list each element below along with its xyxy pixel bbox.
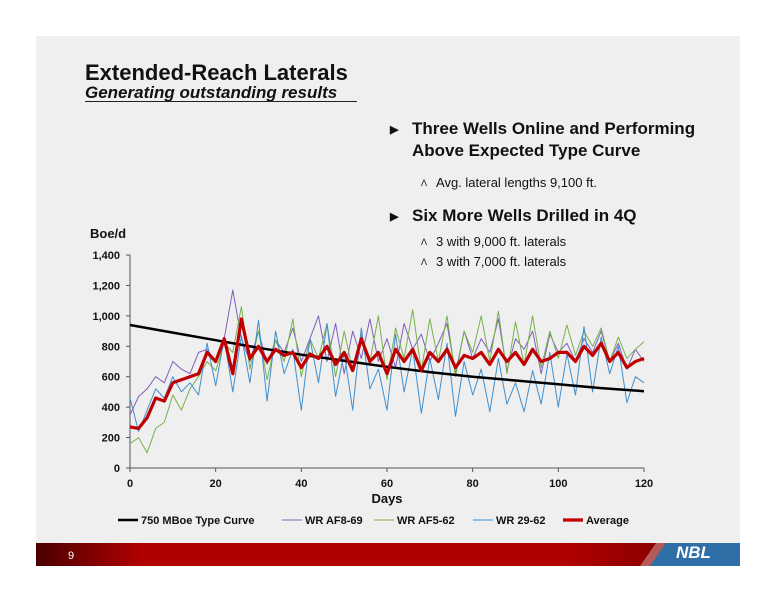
- series-line-0: [129, 323, 645, 393]
- legend-label: WR 29-62: [496, 515, 546, 527]
- production-chart: 0 200 400 600 800 1,000 1,200 1,400 0 20 40 60 80 100…: [90, 226, 653, 527]
- bullet-arrow-icon: ▶: [390, 211, 399, 223]
- y-tick-label: 0: [114, 463, 120, 475]
- y-tick-label: 800: [102, 341, 120, 353]
- chart-series-group: [129, 289, 645, 454]
- legend-label: WR AF5-62: [397, 515, 455, 527]
- legend-label: Average: [586, 515, 629, 527]
- legend-label: WR AF8-69: [305, 515, 363, 527]
- x-tick-label: 120: [635, 478, 653, 490]
- nbl-logo: NBL: [676, 543, 711, 562]
- sub-bullet-text: Avg. lateral lengths 9,100 ft.: [436, 175, 597, 190]
- y-tick-label: 1,200: [92, 280, 120, 292]
- caret-bullet-icon: Λ: [421, 237, 428, 247]
- page-number: 9: [68, 550, 75, 562]
- footer-logo-badge: [650, 543, 740, 566]
- footer-band: [36, 543, 740, 566]
- sub-bullet: Λ Avg. lateral lengths 9,100 ft.: [421, 175, 597, 190]
- sub-bullet-text: 3 with 9,000 ft. laterals: [436, 234, 567, 249]
- caret-bullet-icon: Λ: [421, 178, 428, 188]
- bullet-text: Six More Wells Drilled in 4Q: [412, 206, 637, 225]
- legend-label: 750 MBoe Type Curve: [141, 515, 255, 527]
- caret-bullet-icon: Λ: [421, 257, 428, 267]
- y-axis-title: Boe/d: [90, 226, 126, 241]
- sub-bullet-text: 3 with 7,000 ft. laterals: [436, 254, 567, 269]
- y-tick-label: 1,000: [92, 311, 120, 323]
- y-tick-label: 400: [102, 402, 120, 414]
- y-tick-label: 600: [102, 372, 120, 384]
- x-tick-label: 100: [549, 478, 567, 490]
- slide-background: [36, 36, 740, 566]
- slide-subtitle: Generating outstanding results: [85, 83, 338, 102]
- title-underline: [85, 101, 357, 102]
- chart-legend: 750 MBoe Type Curve WR AF8-69 WR AF5-62 WR …: [118, 515, 629, 527]
- x-axis-title: Days: [371, 491, 402, 506]
- x-tick-label: 0: [127, 478, 133, 490]
- x-tick-label: 80: [467, 478, 479, 490]
- series-line-4: [129, 317, 645, 430]
- bullet-text: Three Wells Online and Performing Above …: [412, 119, 696, 160]
- chart-axes: 0 200 400 600 800 1,000 1,200 1,400 0 20 40 60 80 100…: [90, 226, 653, 506]
- x-tick-label: 20: [210, 478, 222, 490]
- series-line-2: [129, 306, 645, 454]
- footer-bar: [36, 543, 740, 566]
- x-tick-label: 60: [381, 478, 393, 490]
- series-line-3: [129, 319, 645, 432]
- slide-title: Extended-Reach Laterals: [85, 60, 348, 85]
- bullet-arrow-icon: ▶: [390, 124, 399, 136]
- y-tick-label: 200: [102, 433, 120, 445]
- x-tick-label: 40: [295, 478, 307, 490]
- y-tick-label: 1,400: [92, 250, 120, 262]
- sub-bullet: Λ 3 with 9,000 ft. laterals: [421, 234, 566, 249]
- sub-bullet: Λ 3 with 7,000 ft. laterals: [421, 254, 566, 269]
